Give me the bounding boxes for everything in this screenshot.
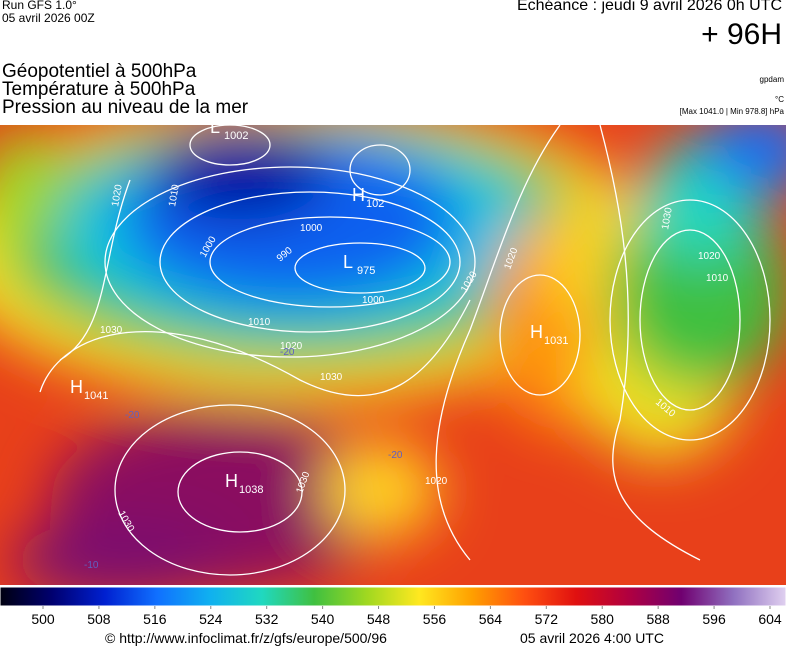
isobar-label: 1030 <box>660 206 675 230</box>
center-kind: L <box>343 252 353 272</box>
field-name: Pression au niveau de la mer <box>2 97 249 118</box>
pressure-center: H 1041 <box>70 377 108 402</box>
pressure-center: L 1002 <box>210 117 248 142</box>
isobar-label: 1020 <box>425 476 448 487</box>
colorbar-label: 548 <box>367 611 391 627</box>
center-kind: L <box>210 117 220 137</box>
center-value: 975 <box>357 265 375 277</box>
center-value: 1002 <box>224 130 248 142</box>
center-value: 1031 <box>544 335 568 347</box>
temperature-label: -20 <box>280 347 295 358</box>
pressure-center: L 975 <box>343 252 375 277</box>
temperature-field <box>0 125 786 585</box>
colorbar-label: 540 <box>311 611 335 627</box>
pressure-center: H 102 <box>352 185 384 210</box>
isobar-label: 1010 <box>248 317 271 328</box>
unit: °C <box>775 95 784 104</box>
colorbar-label: 556 <box>423 611 447 627</box>
colorbar-label: 580 <box>591 611 615 627</box>
field-list: Géopotentiel à 500hPa Température à 500h… <box>2 61 249 118</box>
temperature-label: -20 <box>388 450 403 461</box>
center-value: 1041 <box>84 390 108 402</box>
temperature-label: -20 <box>125 410 140 421</box>
isobar-label: 1010 <box>706 273 729 284</box>
unit: gpdam <box>759 75 784 84</box>
center-value: 1038 <box>239 484 263 496</box>
isobar-label: 1000 <box>362 295 385 306</box>
colorbar-labels: 500 508 516 524 532 540 548 556 564 572 580 588 596 6… <box>31 606 782 627</box>
isobar-label: 1020 <box>698 251 721 262</box>
isobar-label: 1020 <box>280 341 303 352</box>
unit: [Max 1041.0 | Min 978.8] hPa <box>679 107 784 116</box>
generated-time: 05 avril 2026 4:00 UTC <box>520 630 664 646</box>
pressure-center: H 1038 <box>225 471 263 496</box>
field-name: Température à 500hPa <box>2 79 196 100</box>
field-name: Géopotentiel à 500hPa <box>2 61 197 82</box>
colorbar-label: 572 <box>535 611 559 627</box>
colorbar-label: 564 <box>479 611 503 627</box>
isobar-label: 1010 <box>167 183 182 207</box>
valid-time: Echéance : jeudi 9 avril 2026 0h UTC <box>516 0 782 14</box>
center-value: 102 <box>366 198 384 210</box>
lead-time: + 96H <box>701 18 782 51</box>
colorbar <box>0 586 786 607</box>
isobar-label: 1020 <box>110 183 125 207</box>
center-kind: H <box>352 185 365 205</box>
isobar-label: 1030 <box>100 325 123 336</box>
isobar-label: 1000 <box>300 223 323 234</box>
colorbar-label: 524 <box>199 611 223 627</box>
colorbar-label: 596 <box>702 611 726 627</box>
colorbar-label: 500 <box>31 611 55 627</box>
run-date: 05 avril 2026 00Z <box>2 11 95 25</box>
isobar-label: 1030 <box>320 372 343 383</box>
source-url[interactable]: © http://www.infoclimat.fr/z/gfs/europe/… <box>105 630 387 646</box>
run-label: Run GFS 1.0° <box>2 0 77 12</box>
colorbar-label: 508 <box>87 611 111 627</box>
colorbar-label: 604 <box>758 611 782 627</box>
center-kind: H <box>70 377 83 397</box>
colorbar-label: 588 <box>646 611 670 627</box>
colorbar-label: 516 <box>143 611 167 627</box>
isobars <box>39 125 771 576</box>
colorbar-label: 532 <box>255 611 279 627</box>
temperature-label: -10 <box>84 560 99 571</box>
unit-list: gpdam °C [Max 1041.0 | Min 978.8] hPa <box>680 74 784 118</box>
pressure-center: H 1031 <box>530 322 568 347</box>
center-kind: H <box>225 471 238 491</box>
center-kind: H <box>530 322 543 342</box>
